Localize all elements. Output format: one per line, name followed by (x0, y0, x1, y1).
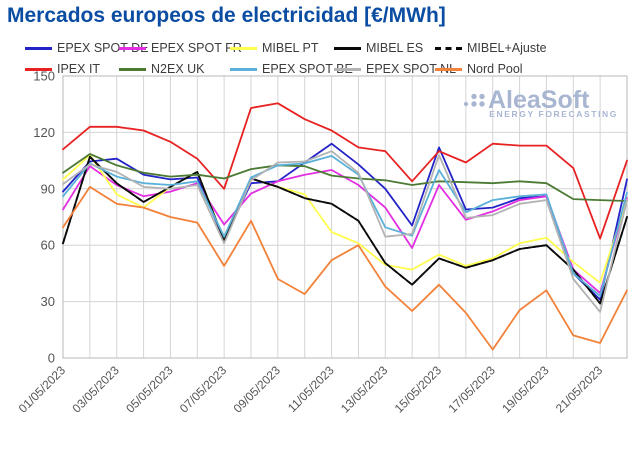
legend-swatch (119, 46, 146, 50)
legend-label: EPEX SPOT FR (151, 41, 242, 55)
legend-label: EPEX SPOT NL (366, 62, 457, 76)
legend-label: Nord Pool (467, 62, 523, 76)
x-tick-label: 13/05/2023 (338, 363, 391, 416)
series-line-epex-spot-nl (62, 150, 628, 313)
x-tick-label: 01/05/2023 (16, 363, 69, 416)
legend-swatch (25, 67, 52, 71)
page-title: Mercados europeos de electricidad [€/MWh… (7, 4, 446, 27)
legend-item-mibel-ajuste: MIBEL+Ajuste (435, 41, 547, 55)
y-tick-label: 90 (41, 181, 55, 196)
x-tick-label: 21/05/2023 (553, 363, 606, 416)
legend-label: IPEX IT (57, 62, 101, 76)
legend-swatch (119, 67, 146, 71)
series-line-mibel-ajuste (62, 155, 628, 305)
x-tick-label: 07/05/2023 (177, 363, 230, 416)
legend-item-epex-spot-fr: EPEX SPOT FR (119, 41, 242, 55)
legend-label: MIBEL PT (262, 41, 319, 55)
legend-swatch (334, 67, 361, 71)
x-tick-label: 15/05/2023 (392, 363, 445, 416)
legend-swatch (334, 46, 361, 50)
y-tick-label: 120 (33, 125, 55, 140)
series-line-nord-pool (62, 185, 628, 351)
x-tick-label: 05/05/2023 (123, 363, 176, 416)
logo-brand-text: AleaSoft (488, 86, 590, 114)
y-tick-label: 0 (48, 351, 55, 366)
logo-dot (463, 101, 469, 107)
y-tick-label: 60 (41, 238, 55, 253)
legend-item-epex-spot-nl: EPEX SPOT NL (334, 62, 456, 76)
legend-swatch (435, 67, 462, 71)
series-line-mibel-es (62, 155, 628, 305)
legend-label: N2EX UK (151, 62, 205, 76)
legend-item-epex-spot-de: EPEX SPOT DE (25, 41, 148, 55)
legend-swatch (230, 67, 257, 71)
legend-swatch (435, 46, 462, 50)
legend-label: MIBEL ES (366, 41, 424, 55)
legend-item-mibel-pt: MIBEL PT (230, 41, 319, 55)
series-line-epex-spot-fr (62, 165, 628, 295)
x-tick-label: 11/05/2023 (285, 363, 337, 415)
legend-swatch (25, 46, 52, 50)
series-line-mibel-pt (62, 154, 628, 284)
legend-label: MIBEL+Ajuste (467, 41, 547, 55)
legend-item-nord-pool: Nord Pool (435, 62, 523, 76)
logo-dot (471, 101, 477, 107)
legend-item-n2ex-uk: N2EX UK (119, 62, 205, 76)
legend-label: EPEX SPOT BE (262, 62, 353, 76)
series-line-ipex-it (62, 102, 628, 240)
legend-label: EPEX SPOT DE (57, 41, 149, 55)
y-tick-label: 150 (33, 69, 55, 84)
legend-item-epex-spot-be: EPEX SPOT BE (230, 62, 353, 76)
x-tick-label: 09/05/2023 (231, 363, 284, 416)
x-tick-label: 17/05/2023 (445, 363, 498, 416)
logo-tagline-text: ENERGY FORECASTING (489, 109, 618, 119)
y-tick-label: 30 (41, 294, 55, 309)
logo-dot (479, 93, 485, 100)
series-line-n2ex-uk (62, 153, 628, 202)
legend-item-mibel-es: MIBEL ES (334, 41, 423, 55)
series-line-epex-spot-de (62, 142, 628, 301)
x-tick-label: 03/05/2023 (69, 363, 122, 416)
legend-swatch (230, 46, 257, 50)
logo-dot (479, 101, 485, 107)
logo-dot (471, 93, 477, 100)
x-tick-label: 19/05/2023 (499, 363, 552, 416)
legend-item-ipex-it: IPEX IT (25, 62, 100, 76)
series-line-epex-spot-be (62, 154, 628, 297)
